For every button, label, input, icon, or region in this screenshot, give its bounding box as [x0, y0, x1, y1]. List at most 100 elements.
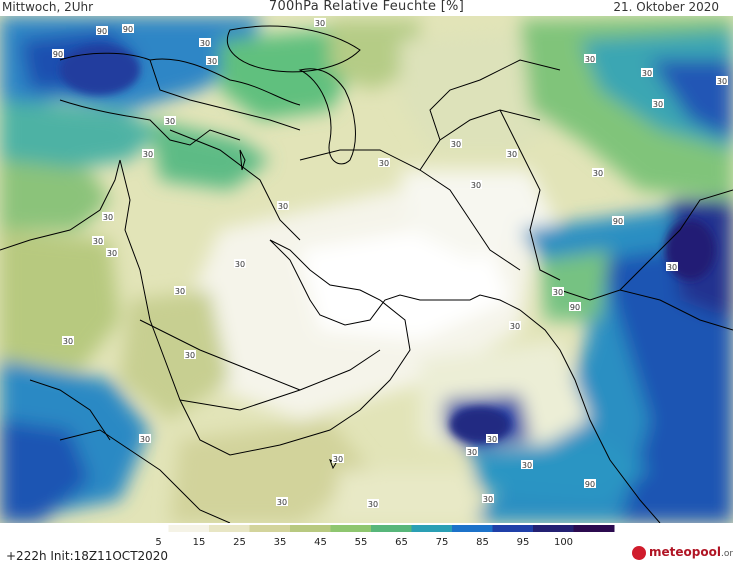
contour-label: 30 [314, 18, 326, 28]
contour-label: 90 [96, 26, 108, 36]
svg-text:30: 30 [553, 288, 563, 297]
svg-text:30: 30 [507, 150, 517, 159]
svg-text:90: 90 [585, 480, 595, 489]
colorbar-tick-label: 95 [517, 537, 530, 547]
contour-label: 90 [52, 49, 64, 59]
svg-text:30: 30 [143, 150, 153, 159]
contour-label: 30 [332, 454, 344, 464]
contour-label: 30 [466, 447, 478, 457]
contour-label: 30 [184, 350, 196, 360]
colorbar-tick-label: 15 [193, 537, 206, 547]
svg-text:30: 30 [471, 181, 481, 190]
colorbar-tick-label: 65 [395, 537, 408, 547]
contour-label: 30 [641, 68, 653, 78]
colorbar-tick-label: 5 [155, 537, 161, 547]
svg-text:30: 30 [510, 322, 520, 331]
contour-label: 30 [92, 236, 104, 246]
colorbar-tick-label: 35 [274, 537, 287, 547]
colorbar-swatch [452, 525, 493, 532]
init-info: +222h Init:18Z11OCT2020 [6, 549, 169, 563]
contour-label: 90 [612, 216, 624, 226]
svg-text:30: 30 [717, 77, 727, 86]
contour-label: 30 [106, 248, 118, 258]
svg-text:30: 30 [277, 498, 287, 507]
contour-label: 90 [584, 479, 596, 489]
contour-label: 30 [234, 259, 246, 269]
svg-text:90: 90 [97, 27, 107, 36]
contour-label: 30 [378, 158, 390, 168]
svg-text:30: 30 [93, 237, 103, 246]
svg-text:30: 30 [63, 337, 73, 346]
contour-label: 30 [482, 494, 494, 504]
contour-label: 30 [486, 434, 498, 444]
weekday-time: Mittwoch, 2Uhr [2, 0, 94, 14]
contour-label: 30 [62, 336, 74, 346]
contour-label: 30 [277, 201, 289, 211]
svg-text:30: 30 [185, 351, 195, 360]
colorbar-swatch [290, 525, 331, 532]
svg-text:30: 30 [483, 495, 493, 504]
colorbar-tick-label: 75 [436, 537, 449, 547]
svg-text:30: 30 [653, 100, 663, 109]
contour-label: 30 [450, 139, 462, 149]
svg-text:30: 30 [165, 117, 175, 126]
svg-text:30: 30 [379, 159, 389, 168]
contour-label: 30 [584, 54, 596, 64]
svg-text:30: 30 [140, 435, 150, 444]
colorbar-swatch [249, 525, 291, 532]
contour-label: 30 [716, 76, 728, 86]
svg-text:30: 30 [175, 287, 185, 296]
colorbar-swatch [330, 525, 372, 532]
contour-label: 90 [122, 24, 134, 34]
humidity-field [0, 16, 733, 523]
svg-text:30: 30 [593, 169, 603, 178]
logo-suffix: .org [720, 549, 733, 559]
contour-label: 30 [206, 56, 218, 66]
contour-label: 30 [142, 149, 154, 159]
svg-text:30: 30 [451, 140, 461, 149]
contour-labels: 90 90 90 30 30 30 30 30 30 30 30 30 30 30 30 30 30 30 30 30… [52, 18, 728, 509]
contour-label: 30 [276, 497, 288, 507]
svg-text:30: 30 [333, 455, 343, 464]
colorbar-tick-label: 55 [355, 537, 368, 547]
colorbar-swatch [209, 525, 250, 532]
colorbar-swatch [371, 525, 412, 532]
svg-text:30: 30 [315, 19, 325, 28]
meteopool-logo[interactable]: meteopool.org [632, 545, 733, 563]
svg-text:30: 30 [642, 69, 652, 78]
colorbar-swatch [533, 525, 574, 532]
svg-text:90: 90 [570, 303, 580, 312]
svg-text:30: 30 [667, 263, 677, 272]
svg-text:30: 30 [522, 461, 532, 470]
colorbar-tick-label: 100 [554, 537, 573, 547]
contour-label: 30 [102, 212, 114, 222]
humidity-map: 90 90 90 30 30 30 30 30 30 30 30 30 30 30 30 30 30 30 30 30… [0, 16, 733, 523]
contour-label: 30 [199, 38, 211, 48]
logo-icon [632, 546, 646, 560]
svg-text:90: 90 [53, 50, 63, 59]
colorbar-swatch [573, 525, 615, 532]
svg-text:30: 30 [235, 260, 245, 269]
header: Mittwoch, 2Uhr 700hPa Relative Feuchte [… [0, 0, 733, 16]
contour-label: 30 [521, 460, 533, 470]
contour-label: 30 [652, 99, 664, 109]
contour-label: 30 [174, 286, 186, 296]
svg-text:30: 30 [487, 435, 497, 444]
colorbar-swatch [128, 525, 169, 532]
contour-label: 30 [509, 321, 521, 331]
colorbar: 5 15 25 35 45 55 65 75 85 95 100 [128, 525, 615, 547]
svg-text:30: 30 [200, 39, 210, 48]
svg-text:30: 30 [107, 249, 117, 258]
contour-label: 30 [552, 287, 564, 297]
colorbar-swatch [411, 525, 453, 532]
map-title: 700hPa Relative Feuchte [%] [268, 0, 465, 14]
contour-label: 30 [470, 180, 482, 190]
contour-label: 30 [367, 499, 379, 509]
forecast-date: 21. Oktober 2020 [613, 0, 719, 14]
svg-text:30: 30 [467, 448, 477, 457]
svg-text:90: 90 [613, 217, 623, 226]
footer: 5 15 25 35 45 55 65 75 85 95 100 +222h Init:18Z11O… [0, 523, 733, 566]
contour-label: 30 [164, 116, 176, 126]
colorbar-tick-label: 25 [233, 537, 246, 547]
colorbar-tick-label: 45 [314, 537, 327, 547]
